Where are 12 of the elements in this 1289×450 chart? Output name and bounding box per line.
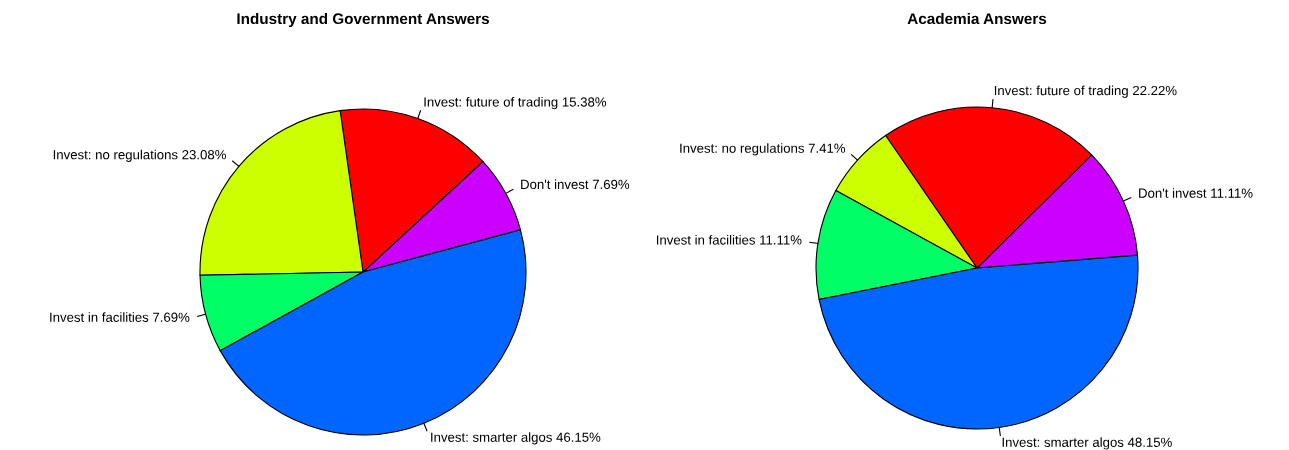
- slice-label: Invest: smarter algos 46.15%: [431, 432, 601, 445]
- slice-label: Invest in facilities 11.11%: [656, 234, 802, 245]
- slice-label: Invest: smarter algos 48.15%: [1002, 437, 1172, 450]
- slice-label: Don't invest 7.69%: [521, 179, 630, 190]
- chart-title: Academia Answers: [907, 12, 1047, 25]
- chart-title: Industry and Government Answers: [237, 12, 490, 28]
- slice-label: Invest in facilities 7.69%: [50, 312, 190, 322]
- slice-label: Don't invest 11.11%: [1139, 188, 1253, 198]
- slice-label: Invest: future of trading 22.22%: [994, 85, 1177, 98]
- slice-label: Invest: no regulations 7.41%: [680, 143, 846, 156]
- slice-label: Invest: future of trading 15.38%: [424, 96, 607, 110]
- slice-label: Invest: no regulations 23.08%: [53, 149, 226, 162]
